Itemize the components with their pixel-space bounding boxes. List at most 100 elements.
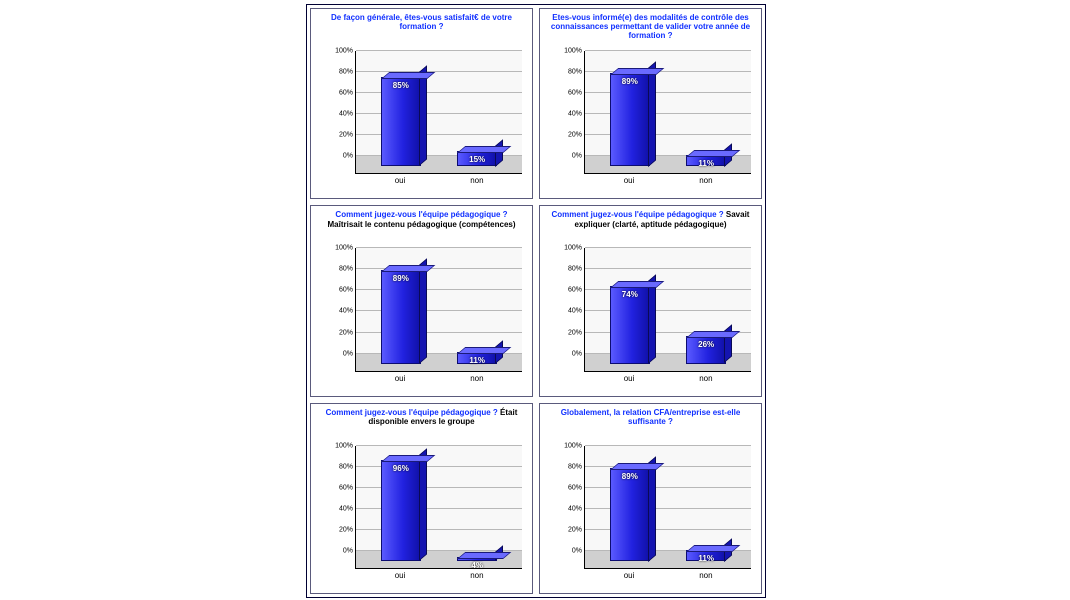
chart-area-5: 0%20%40%60%80%100%89%11% oui non	[548, 446, 757, 587]
bar-body: 85%	[381, 77, 421, 166]
chart-title-main-5: Globalement, la relation CFA/entreprise …	[561, 408, 741, 426]
chart-panel-2: Comment jugez-vous l'équipe pédagogique …	[310, 205, 533, 396]
bar-value-label: 89%	[610, 77, 650, 86]
chart-title-1: Etes-vous informé(e) des modalités de co…	[540, 9, 761, 49]
cat-non-0: non	[449, 176, 506, 185]
chart-title-main-1: Etes-vous informé(e) des modalités de co…	[551, 13, 750, 40]
bar-front	[610, 73, 650, 167]
chart-title-0: De façon générale, êtes-vous satisfait€ …	[311, 9, 532, 49]
bar-top	[457, 552, 511, 559]
ytick-label: 100%	[335, 245, 356, 252]
grid-line	[585, 445, 751, 446]
grid-line	[585, 50, 751, 51]
bar-body: 89%	[610, 468, 650, 562]
ytick-label: 100%	[564, 442, 585, 449]
ytick-label: 80%	[339, 69, 356, 76]
plot-5: 0%20%40%60%80%100%89%11%	[584, 446, 751, 569]
bar-top	[457, 347, 511, 354]
chart-area-1: 0%20%40%60%80%100%89%11% oui non	[548, 51, 757, 192]
chart-panel-1: Etes-vous informé(e) des modalités de co…	[539, 8, 762, 199]
chart-area-2: 0%20%40%60%80%100%89%11% oui non	[319, 248, 528, 389]
bar-body: 11%	[686, 155, 726, 167]
ytick-label: 60%	[568, 287, 585, 294]
bar-top	[381, 455, 435, 462]
bar-value-label: 74%	[610, 290, 650, 299]
ytick-label: 20%	[568, 132, 585, 139]
bar-front	[381, 270, 421, 364]
bar-body: 4%	[457, 557, 497, 561]
bar-oui-3: 74%	[602, 286, 658, 364]
ytick-label: 80%	[568, 266, 585, 273]
bar-top	[381, 72, 435, 79]
bar-non-0: 15%	[449, 151, 505, 167]
bar-oui-1: 89%	[602, 73, 658, 167]
grid-line	[356, 247, 522, 248]
bar-value-label: 11%	[686, 159, 726, 168]
bar-front	[381, 77, 421, 166]
ytick-label: 80%	[568, 463, 585, 470]
bar-top	[381, 265, 435, 272]
ytick-label: 80%	[568, 69, 585, 76]
ytick-label: 0%	[343, 547, 356, 554]
bar-body: 11%	[457, 352, 497, 364]
xaxis-4: oui non	[355, 569, 522, 587]
cat-non-1: non	[678, 176, 735, 185]
bar-non-2: 11%	[449, 352, 505, 364]
plot-0: 0%20%40%60%80%100%85%15%	[355, 51, 522, 174]
xaxis-2: oui non	[355, 372, 522, 390]
grid-line	[356, 445, 522, 446]
ytick-label: 80%	[339, 463, 356, 470]
bar-oui-2: 89%	[373, 270, 429, 364]
bar-value-label: 85%	[381, 81, 421, 90]
bar-front	[610, 468, 650, 562]
ytick-label: 0%	[572, 547, 585, 554]
chart-area-3: 0%20%40%60%80%100%74%26% oui non	[548, 248, 757, 389]
bar-top	[686, 545, 740, 552]
chart-title-main-4: Comment jugez-vous l'équipe pédagogique …	[326, 408, 498, 417]
bar-top	[686, 331, 740, 338]
cat-oui-4: oui	[372, 571, 429, 580]
bar-front	[381, 460, 421, 561]
bar-top	[457, 146, 511, 153]
ytick-label: 60%	[339, 484, 356, 491]
bar-body: 96%	[381, 460, 421, 561]
bar-body: 74%	[610, 286, 650, 364]
cat-oui-0: oui	[372, 176, 429, 185]
cat-non-5: non	[678, 571, 735, 580]
ytick-label: 0%	[343, 350, 356, 357]
bar-value-label: 89%	[610, 472, 650, 481]
ytick-label: 60%	[568, 484, 585, 491]
ytick-label: 0%	[572, 153, 585, 160]
chart-panel-5: Globalement, la relation CFA/entreprise …	[539, 403, 762, 594]
bar-oui-5: 89%	[602, 468, 658, 562]
ytick-label: 100%	[564, 48, 585, 55]
bar-body: 15%	[457, 151, 497, 167]
cat-oui-2: oui	[372, 374, 429, 383]
ytick-label: 40%	[568, 308, 585, 315]
xaxis-0: oui non	[355, 174, 522, 192]
bar-oui-0: 85%	[373, 77, 429, 166]
ytick-label: 20%	[568, 329, 585, 336]
plot-3: 0%20%40%60%80%100%74%26%	[584, 248, 751, 371]
chart-title-main-0: De façon générale, êtes-vous satisfait€ …	[331, 13, 512, 31]
ytick-label: 40%	[568, 505, 585, 512]
plot-2: 0%20%40%60%80%100%89%11%	[355, 248, 522, 371]
bar-body: 11%	[686, 550, 726, 562]
chart-area-4: 0%20%40%60%80%100%96%4% oui non	[319, 446, 528, 587]
plot-4: 0%20%40%60%80%100%96%4%	[355, 446, 522, 569]
chart-title-5: Globalement, la relation CFA/entreprise …	[540, 404, 761, 444]
grid-line	[356, 71, 522, 72]
bar-value-label: 11%	[686, 554, 726, 563]
ytick-label: 60%	[339, 90, 356, 97]
cat-non-2: non	[449, 374, 506, 383]
xaxis-3: oui non	[584, 372, 751, 390]
cat-non-4: non	[449, 571, 506, 580]
bar-oui-4: 96%	[373, 460, 429, 561]
cat-non-3: non	[678, 374, 735, 383]
ytick-label: 60%	[339, 287, 356, 294]
cat-oui-5: oui	[601, 571, 658, 580]
chart-title-main-2: Comment jugez-vous l'équipe pédagogique …	[335, 210, 507, 219]
chart-title-sub-2: Maîtrisait le contenu pédagogique (compé…	[327, 220, 515, 229]
bar-value-label: 11%	[457, 356, 497, 365]
bar-top	[610, 68, 664, 75]
